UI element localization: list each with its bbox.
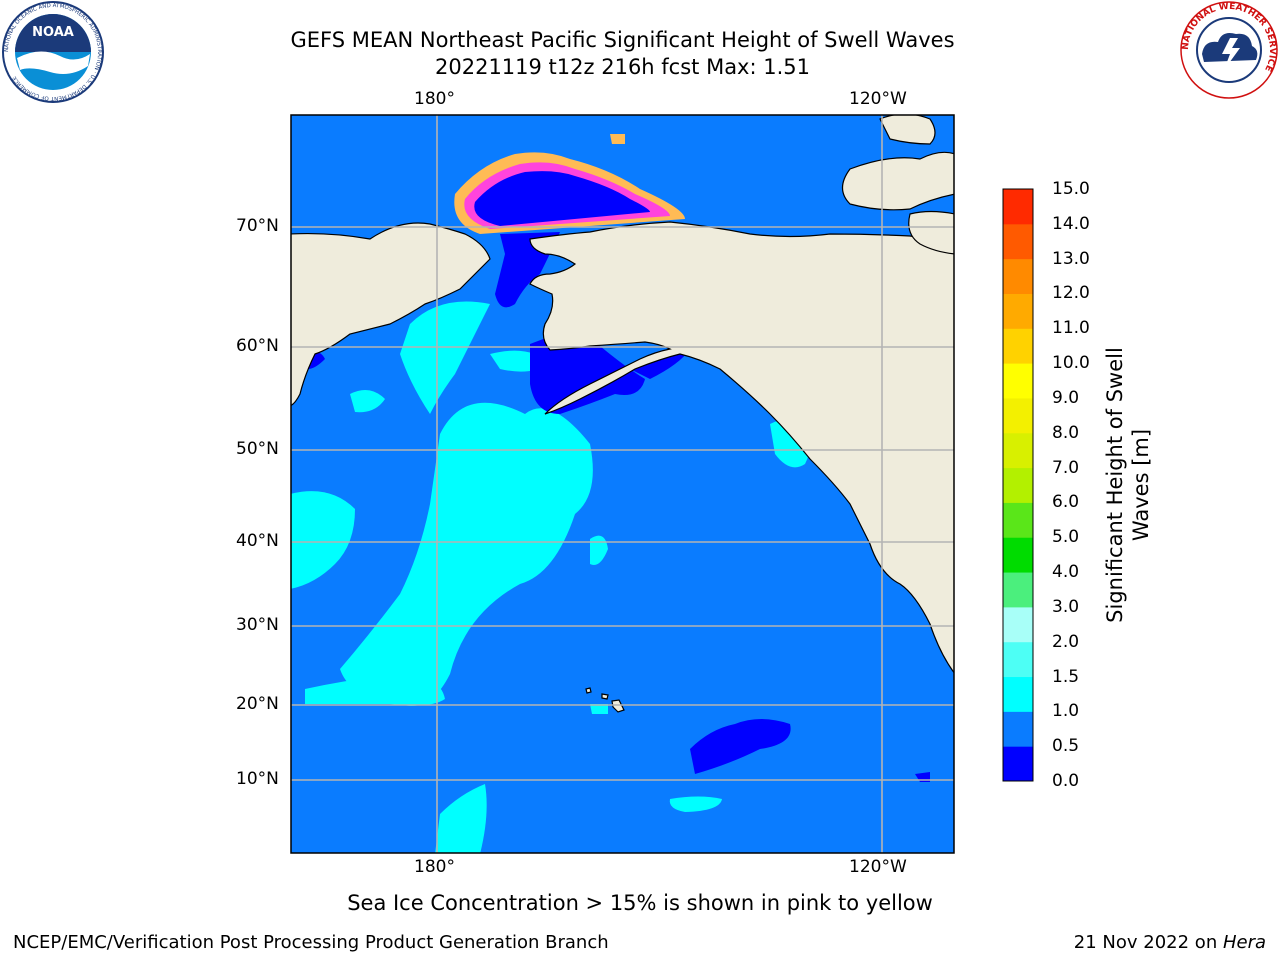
colorbar	[1002, 188, 1034, 782]
colorbar-tick-label: 7.0	[1052, 457, 1080, 478]
colorbar-band	[1003, 676, 1033, 712]
colorbar-band	[1003, 258, 1033, 294]
colorbar-label: Significant Height of Swell Waves [m]	[1103, 347, 1153, 623]
lat-label-20n: 20°N	[236, 694, 279, 714]
colorbar-tick-label: 14.0	[1052, 213, 1090, 234]
footer-date: 21 Nov 2022 on	[1073, 932, 1223, 953]
colorbar-band	[1003, 432, 1033, 469]
colorbar-tick-label: 4.0	[1052, 562, 1080, 583]
sea-ice-note: Sea Ice Concentration > 15% is shown in …	[347, 891, 933, 915]
lat-label-10n: 10°N	[236, 769, 279, 789]
colorbar-tick-label: 10.0	[1052, 353, 1090, 374]
noaa-logo: NOAA NATIONAL OCEANIC AND ATMOSPHERIC AD…	[2, 1, 104, 103]
colorbar-band	[1003, 711, 1033, 747]
colorbar-tick-label: 15.0	[1052, 179, 1090, 199]
lat-label-30n: 30°N	[236, 615, 279, 635]
colorbar-tick-label: 12.0	[1052, 283, 1090, 304]
land	[291, 115, 954, 713]
nws-logo: NATIONAL WEATHER SERVICE	[1180, 1, 1278, 99]
colorbar-tick-label: 6.0	[1052, 492, 1080, 513]
lon-label-top-180: 180°	[414, 89, 455, 109]
colorbar-band	[1003, 641, 1033, 678]
lat-label-60n: 60°N	[236, 336, 279, 356]
colorbar-tick-label: 9.0	[1052, 387, 1080, 408]
colorbar-tick-label: 5.0	[1052, 527, 1080, 548]
colorbar-tick-label: 0.5	[1052, 736, 1080, 757]
lat-label-50n: 50°N	[236, 439, 279, 459]
lat-label-40n: 40°N	[236, 531, 279, 551]
colorbar-tick-label: 13.0	[1052, 248, 1090, 269]
chart-title: GEFS MEAN Northeast Pacific Significant …	[290, 28, 955, 52]
colorbar-tick-label: 1.5	[1052, 666, 1080, 687]
lon-label-top-120w: 120°W	[849, 89, 907, 109]
chart-subtitle: 20221119 t12z 216h fcst Max: 1.51	[435, 55, 810, 79]
footer-host: Hera	[1222, 932, 1266, 953]
colorbar-band	[1003, 189, 1033, 225]
colorbar-tick-label: 8.0	[1052, 422, 1080, 443]
colorbar-band	[1003, 572, 1033, 608]
colorbar-band	[1003, 397, 1033, 434]
colorbar-band	[1003, 606, 1033, 643]
footer-left: NCEP/EMC/Verification Post Processing Pr…	[13, 932, 609, 953]
colorbar-band	[1003, 363, 1033, 399]
colorbar-band	[1003, 467, 1033, 503]
lon-label-bottom-120w: 120°W	[849, 857, 907, 877]
colorbar-tick-label: 11.0	[1052, 318, 1090, 339]
lon-label-bottom-180: 180°	[414, 857, 455, 877]
map-panel	[290, 114, 955, 854]
colorbar-band	[1003, 537, 1033, 573]
colorbar-band	[1003, 223, 1033, 260]
colorbar-band	[1003, 502, 1033, 538]
colorbar-band	[1003, 328, 1033, 364]
svg-text:NOAA: NOAA	[32, 25, 74, 40]
colorbar-band	[1003, 746, 1033, 782]
lat-label-70n: 70°N	[236, 216, 279, 236]
colorbar-band	[1003, 293, 1033, 329]
colorbar-tick-label: 1.0	[1052, 701, 1080, 722]
sea-ice-region	[454, 134, 685, 308]
colorbar-frame	[1002, 188, 1034, 782]
footer-right: 21 Nov 2022 on Hera	[1074, 932, 1266, 953]
colorbar-tick-label: 0.0	[1052, 771, 1080, 791]
colorbar-tick-label: 2.0	[1052, 631, 1080, 652]
graticule	[291, 115, 954, 853]
colorbar-tick-label: 3.0	[1052, 596, 1080, 617]
